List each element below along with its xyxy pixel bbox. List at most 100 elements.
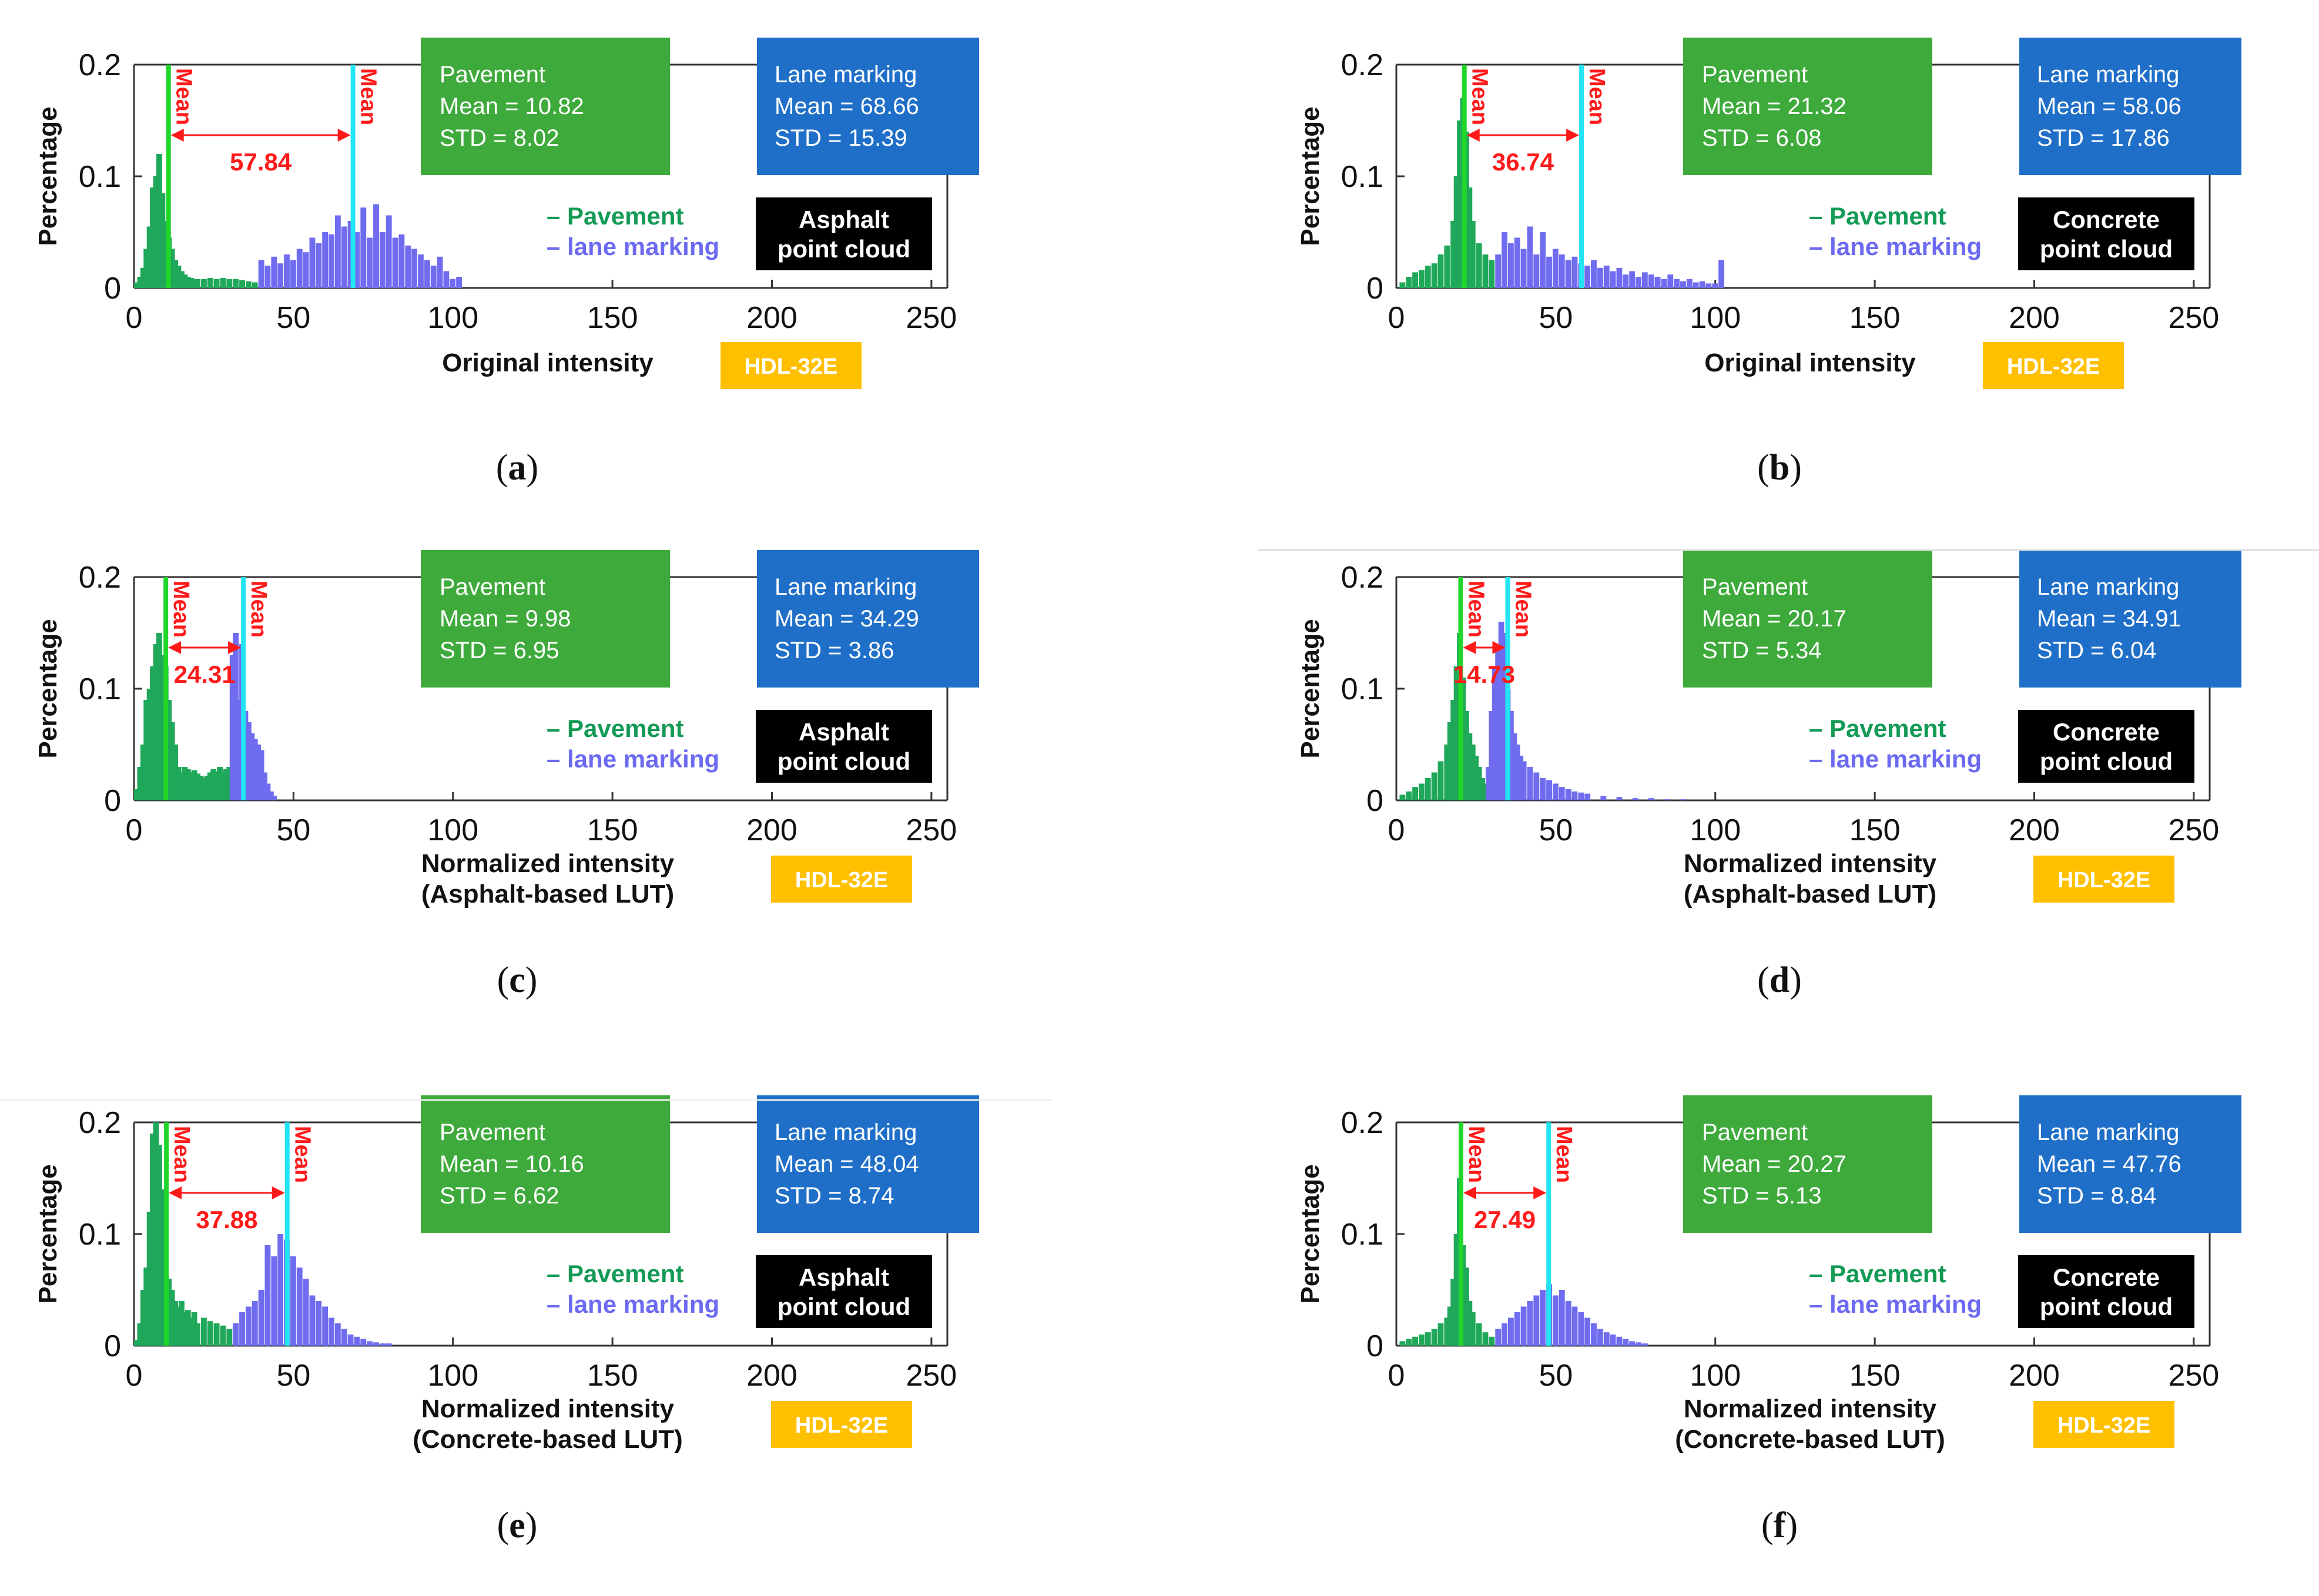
- pavement-histogram-bar: [137, 1323, 143, 1346]
- sensor-tag-label: HDL-32E: [2007, 354, 2100, 379]
- pavement-histogram-bar: [220, 772, 226, 800]
- arrow-right-head: [228, 641, 242, 654]
- lane-marking-histogram-bar: [277, 1234, 284, 1346]
- sensor-tag: [1983, 342, 2124, 389]
- lane-marking-histogram-bar: [1540, 778, 1546, 800]
- lane-marking-histogram-bar: [367, 1341, 373, 1346]
- pavement-histogram-bar: [213, 279, 220, 288]
- y-tick-label: 0.1: [79, 160, 121, 194]
- lane-marking-histogram-bar: [347, 221, 354, 288]
- lane-marking-histogram-bar: [1578, 792, 1584, 800]
- lane-box-title: Lane marking: [775, 574, 917, 600]
- caption-letter: f: [1774, 1506, 1787, 1545]
- pavement-histogram-bar: [1437, 1323, 1444, 1346]
- caption-open-paren: (: [496, 448, 508, 488]
- pavement-histogram-bar: [226, 279, 233, 288]
- point-cloud-type-label: Concrete: [2053, 718, 2160, 746]
- lane-marking-mean-label: Mean: [246, 581, 271, 638]
- lane-box-std: STD = 8.84: [2037, 1183, 2156, 1209]
- pavement-histogram-bar: [169, 249, 175, 288]
- pavement-histogram-bar: [150, 1134, 156, 1346]
- pavement-histogram-bar: [1425, 1332, 1431, 1346]
- legend-lane-marking: – lane marking: [1809, 1290, 1982, 1318]
- pavement-box-mean: Mean = 21.32: [1702, 93, 1847, 119]
- lane-marking-histogram-bar: [309, 1295, 316, 1346]
- x-axis-label: (Concrete-based LUT): [413, 1425, 683, 1454]
- pavement-histogram-bar: [1463, 1268, 1469, 1346]
- mean-difference-value: 14.73: [1453, 660, 1515, 688]
- x-tick-label: 50: [1539, 813, 1573, 847]
- legend-pavement: – Pavement: [1809, 1260, 1946, 1287]
- point-cloud-type-box: [756, 710, 932, 783]
- lane-marking-histogram-bar: [418, 254, 424, 288]
- pavement-box-mean: Mean = 10.82: [440, 93, 584, 119]
- x-tick-label: 50: [276, 813, 310, 847]
- pavement-histogram-bar: [188, 1317, 195, 1346]
- lane-marking-stats-box: [2019, 1095, 2241, 1233]
- pavement-histogram-bar: [220, 277, 226, 288]
- lane-marking-histogram-bar: [1527, 1301, 1533, 1346]
- lane-marking-histogram-bar: [1565, 789, 1571, 800]
- lane-marking-histogram-bar: [1546, 256, 1552, 288]
- lane-marking-histogram-bar: [316, 1301, 322, 1346]
- pavement-box-title: Pavement: [1702, 574, 1808, 600]
- pavement-histogram-bar: [1453, 1234, 1460, 1346]
- lane-marking-histogram-bar: [373, 204, 379, 288]
- lane-marking-histogram-bar: [239, 1312, 245, 1346]
- pavement-histogram-bar: [166, 1279, 172, 1346]
- lane-marking-histogram-bar: [284, 254, 290, 288]
- lane-marking-histogram-bar: [347, 1335, 354, 1346]
- pavement-histogram-bar: [233, 279, 239, 288]
- lane-marking-histogram-bar: [1489, 711, 1495, 800]
- lane-marking-histogram-bar: [1533, 772, 1540, 800]
- pavement-histogram-bar: [1466, 733, 1473, 800]
- pavement-histogram-bar: [220, 1325, 226, 1346]
- caption-open-paren: (: [497, 1506, 510, 1545]
- x-tick-label: 150: [1849, 301, 1901, 335]
- legend-pavement: – Pavement: [547, 1260, 683, 1287]
- lane-marking-histogram-bar: [430, 266, 437, 288]
- lane-box-title: Lane marking: [775, 1119, 917, 1145]
- caption-letter: c: [509, 960, 525, 1000]
- pavement-histogram-bar: [188, 772, 195, 800]
- pavement-histogram-bar: [134, 789, 140, 800]
- lane-marking-histogram-bar: [329, 1317, 334, 1346]
- pavement-histogram-bar: [146, 689, 153, 800]
- lane-marking-histogram-bar: [1616, 797, 1623, 800]
- chart-panel-f: 0 50 100 150 200 250 0 0.1 0.2 Percentage Normaliz…: [1296, 1095, 2241, 1545]
- lane-marking-histogram-bar: [1641, 1343, 1648, 1346]
- lane-marking-histogram-bar: [1667, 274, 1674, 288]
- lane-marking-histogram-bar: [1520, 761, 1527, 800]
- lane-marking-histogram-bar: [1629, 271, 1636, 288]
- point-cloud-type-label: point cloud: [2040, 1293, 2173, 1320]
- x-tick-label: 150: [1849, 1359, 1901, 1393]
- lane-marking-histogram-bar: [1565, 260, 1571, 288]
- pavement-histogram-bar: [1412, 272, 1418, 288]
- lane-marking-histogram-bar: [1705, 283, 1712, 288]
- pavement-histogram-bar: [156, 1145, 162, 1346]
- lane-marking-histogram-bar: [1540, 1290, 1546, 1346]
- x-tick-label: 0: [1388, 1359, 1405, 1393]
- sensor-tag-label: HDL-32E: [795, 868, 888, 893]
- pavement-histogram-bar: [1479, 778, 1485, 800]
- x-tick-label: 100: [427, 301, 478, 335]
- caption-close-paren: ): [527, 448, 539, 488]
- lane-marking-histogram-bar: [1495, 1329, 1502, 1346]
- lane-marking-histogram-bar: [334, 215, 341, 288]
- x-tick-label: 150: [587, 813, 638, 847]
- lane-marking-histogram-bar: [1699, 281, 1705, 288]
- y-tick-label: 0.1: [1341, 672, 1383, 706]
- x-tick-label: 50: [276, 301, 310, 335]
- lane-marking-stats-box: [757, 38, 979, 175]
- arrow-left-head: [1463, 641, 1476, 654]
- pavement-histogram-bar: [1469, 745, 1476, 800]
- pavement-histogram-bar: [191, 1312, 197, 1346]
- panel-caption: (a): [496, 448, 538, 488]
- lane-marking-histogram-bar: [405, 245, 411, 288]
- point-cloud-type-box: [2018, 710, 2194, 783]
- x-tick-label: 50: [276, 1359, 310, 1393]
- pavement-box-std: STD = 8.02: [440, 125, 559, 151]
- lane-marking-histogram-bar: [1664, 799, 1670, 800]
- caption-close-paren: ): [1789, 448, 1802, 488]
- mean-difference-value: 36.74: [1492, 148, 1554, 176]
